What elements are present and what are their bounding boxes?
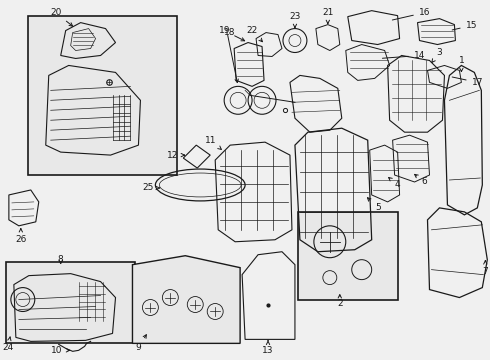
Bar: [6, 262, 135, 343]
Text: 25: 25: [143, 184, 160, 193]
Text: 16: 16: [392, 8, 430, 20]
Text: 12: 12: [167, 150, 184, 159]
Polygon shape: [132, 256, 240, 343]
Text: 21: 21: [322, 8, 334, 23]
Text: 23: 23: [289, 12, 301, 27]
Text: 5: 5: [368, 198, 381, 212]
Text: 26: 26: [15, 229, 26, 244]
Text: 1: 1: [459, 56, 464, 72]
Text: 14: 14: [382, 51, 425, 60]
Text: 10: 10: [51, 346, 70, 355]
Text: 11: 11: [204, 136, 221, 149]
Text: 4: 4: [389, 177, 400, 189]
Text: 7: 7: [483, 261, 488, 276]
Text: 17: 17: [452, 77, 483, 87]
Text: 24: 24: [2, 337, 14, 352]
Text: 22: 22: [246, 26, 263, 42]
Text: 20: 20: [50, 8, 73, 26]
Text: 6: 6: [415, 174, 427, 186]
Text: 15: 15: [452, 21, 477, 30]
Bar: [28, 15, 177, 175]
Text: 2: 2: [337, 294, 343, 308]
Bar: [298, 212, 397, 300]
Text: 13: 13: [262, 340, 274, 355]
Text: 8: 8: [58, 255, 64, 264]
Text: 19: 19: [220, 26, 231, 35]
Text: 18: 18: [224, 28, 236, 37]
Text: 3: 3: [432, 48, 442, 62]
Text: 9: 9: [136, 335, 147, 352]
